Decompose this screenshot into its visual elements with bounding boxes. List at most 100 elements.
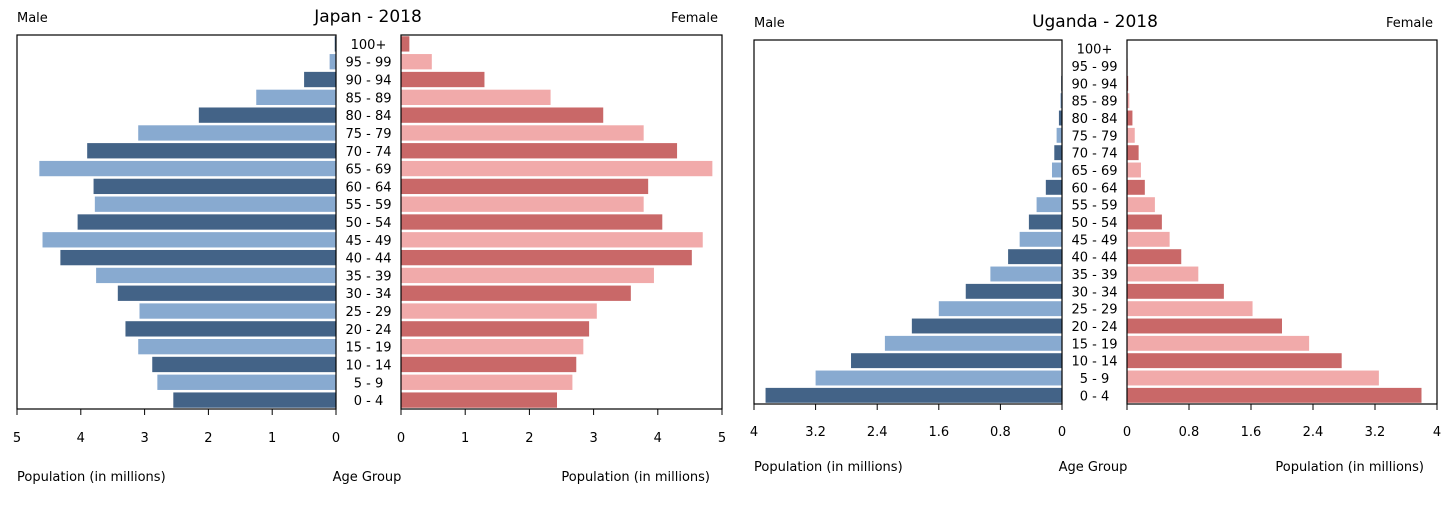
female-bar bbox=[1127, 284, 1224, 299]
female-tick-label: 4 bbox=[1433, 425, 1441, 440]
age-group-label: 20 - 24 bbox=[1071, 320, 1117, 335]
age-axis-label: Age Group bbox=[1059, 460, 1128, 475]
female-bar bbox=[401, 179, 648, 194]
male-tick-label: 1.6 bbox=[928, 425, 949, 440]
male-tick-label: 4 bbox=[77, 431, 85, 446]
male-bar bbox=[912, 319, 1062, 334]
age-group-label: 80 - 84 bbox=[345, 109, 391, 124]
age-group-label: 30 - 34 bbox=[345, 287, 391, 302]
age-group-label: 5 - 9 bbox=[354, 376, 384, 391]
male-bar bbox=[87, 143, 336, 158]
female-tick-label: 0 bbox=[397, 431, 405, 446]
age-group-label: 30 - 34 bbox=[1071, 285, 1117, 300]
female-bar bbox=[401, 339, 583, 354]
female-bar bbox=[1127, 215, 1162, 230]
male-bar bbox=[94, 179, 336, 194]
female-bar bbox=[401, 161, 712, 176]
female-bar bbox=[401, 107, 603, 122]
age-group-label: 100+ bbox=[1077, 43, 1113, 58]
female-bar bbox=[401, 197, 644, 212]
female-label: Female bbox=[671, 11, 718, 26]
female-bar bbox=[401, 303, 597, 318]
female-bar bbox=[1127, 301, 1253, 316]
male-bar bbox=[1020, 232, 1062, 247]
male-bar bbox=[939, 301, 1062, 316]
female-axis-label: Population (in millions) bbox=[1275, 460, 1424, 475]
female-tick-label: 5 bbox=[718, 431, 726, 446]
age-group-label: 75 - 79 bbox=[1071, 129, 1117, 144]
male-bar bbox=[43, 232, 336, 247]
age-group-label: 95 - 99 bbox=[1071, 60, 1117, 75]
male-bar bbox=[1052, 163, 1062, 178]
age-group-label: 0 - 4 bbox=[1080, 389, 1110, 404]
age-group-label: 20 - 24 bbox=[345, 323, 391, 338]
female-bar bbox=[401, 250, 692, 265]
age-group-label: 45 - 49 bbox=[1071, 233, 1117, 248]
male-bar bbox=[966, 284, 1062, 299]
female-bar bbox=[1127, 145, 1139, 160]
male-axis-label: Population (in millions) bbox=[754, 460, 903, 475]
age-axis-label: Age Group bbox=[333, 470, 402, 485]
female-bar bbox=[401, 143, 677, 158]
female-tick-label: 1 bbox=[461, 431, 469, 446]
male-bar bbox=[766, 388, 1062, 403]
male-tick-label: 4 bbox=[750, 425, 758, 440]
female-bar bbox=[1127, 371, 1379, 386]
male-bar bbox=[304, 72, 336, 87]
female-bar bbox=[401, 232, 703, 247]
age-group-label: 75 - 79 bbox=[345, 127, 391, 142]
female-bar bbox=[401, 90, 551, 105]
male-bar bbox=[330, 54, 336, 69]
age-group-label: 55 - 59 bbox=[1071, 199, 1117, 214]
age-group-label: 50 - 54 bbox=[345, 216, 391, 231]
age-group-label: 50 - 54 bbox=[1071, 216, 1117, 231]
female-bar bbox=[1127, 388, 1422, 403]
age-group-label: 40 - 44 bbox=[345, 252, 391, 267]
female-bar bbox=[401, 125, 644, 140]
male-bar bbox=[1029, 215, 1062, 230]
female-tick-label: 0.8 bbox=[1179, 425, 1200, 440]
male-bar bbox=[816, 371, 1062, 386]
age-group-label: 35 - 39 bbox=[345, 269, 391, 284]
male-tick-label: 2.4 bbox=[867, 425, 888, 440]
chart-title: Japan - 2018 bbox=[313, 7, 422, 27]
male-tick-label: 3.2 bbox=[805, 425, 826, 440]
female-bar bbox=[1127, 163, 1141, 178]
female-bar bbox=[401, 268, 654, 283]
age-group-label: 5 - 9 bbox=[1080, 372, 1110, 387]
male-bar bbox=[96, 268, 336, 283]
male-bar bbox=[256, 90, 336, 105]
age-group-label: 65 - 69 bbox=[1071, 164, 1117, 179]
age-group-label: 40 - 44 bbox=[1071, 251, 1117, 266]
male-bar bbox=[118, 286, 336, 301]
female-axis-label: Population (in millions) bbox=[561, 470, 710, 485]
female-bar bbox=[401, 392, 557, 407]
male-bar bbox=[60, 250, 336, 265]
male-tick-label: 0.8 bbox=[990, 425, 1011, 440]
male-bar bbox=[95, 197, 336, 212]
age-group-label: 25 - 29 bbox=[1071, 303, 1117, 318]
male-tick-label: 0 bbox=[332, 431, 340, 446]
age-group-label: 0 - 4 bbox=[354, 394, 384, 409]
age-group-label: 70 - 74 bbox=[1071, 147, 1117, 162]
age-group-label: 65 - 69 bbox=[345, 163, 391, 178]
female-bar bbox=[401, 375, 572, 390]
male-bar bbox=[990, 267, 1062, 282]
age-group-label: 35 - 39 bbox=[1071, 268, 1117, 283]
female-bar bbox=[1127, 232, 1170, 247]
age-group-label: 15 - 19 bbox=[345, 341, 391, 356]
male-tick-label: 1 bbox=[268, 431, 276, 446]
male-bar bbox=[139, 303, 336, 318]
male-tick-label: 0 bbox=[1058, 425, 1066, 440]
age-group-label: 95 - 99 bbox=[345, 56, 391, 71]
female-bar bbox=[1127, 111, 1132, 126]
male-bar bbox=[125, 321, 336, 336]
female-bar bbox=[1127, 319, 1282, 334]
female-tick-label: 3.2 bbox=[1365, 425, 1386, 440]
age-group-label: 100+ bbox=[351, 38, 387, 53]
male-bar bbox=[1037, 197, 1062, 212]
female-bar bbox=[1127, 249, 1181, 264]
male-bar bbox=[152, 357, 336, 372]
male-bar bbox=[157, 375, 336, 390]
age-group-label: 25 - 29 bbox=[345, 305, 391, 320]
